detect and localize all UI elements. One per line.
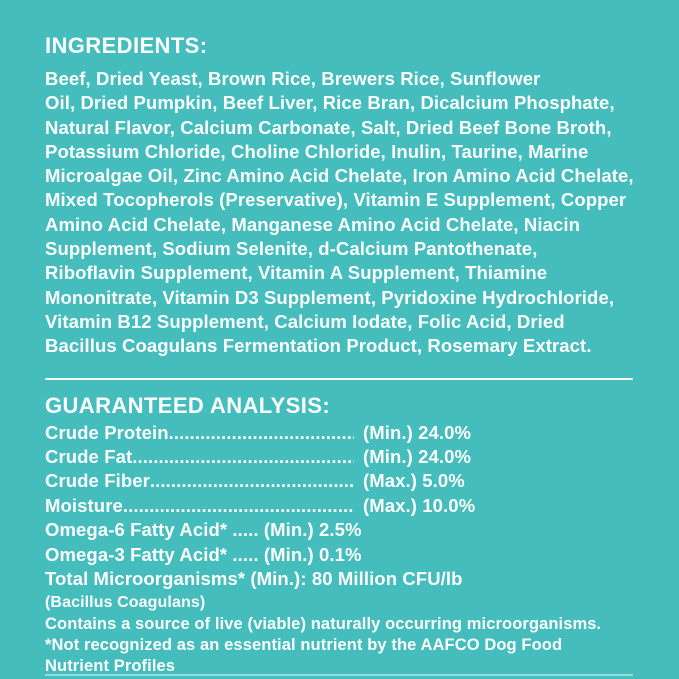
analysis-row-crude-fat: Crude Fat ..............................… xyxy=(45,445,635,469)
guaranteed-analysis-heading: GUARANTEED ANALYSIS: xyxy=(45,392,331,418)
analysis-row-left: Total Microorganisms* xyxy=(45,567,250,591)
live-microorganisms-note: Contains a source of live (viable) natur… xyxy=(45,614,602,633)
nutrient-value: (Max.) 10.0% xyxy=(363,494,476,516)
aafco-footnote: *Not recognized as an essential nutrient… xyxy=(45,636,563,676)
analysis-row-omega-6: Omega-6 Fatty Acid* ..... (Min.) 2.5% xyxy=(45,518,635,542)
dot-leader: ........................................… xyxy=(149,470,354,492)
analysis-row-left: Omega-3 Fatty Acid* ..... xyxy=(45,543,264,567)
ingredient-line: Mixed Tocopherols (Preservative), Vitami… xyxy=(45,189,627,211)
ingredients-text: Beef, Dried Yeast, Brown Rice, Brewers R… xyxy=(45,67,635,359)
bacillus-coagulans-note: (Bacillus Coagulans) xyxy=(45,594,206,612)
analysis-notes: (Bacillus Coagulans) Contains a source o… xyxy=(45,592,635,677)
nutrient-value: (Min.) 2.5% xyxy=(263,519,362,541)
ingredient-line: Amino Acid Chelate, Manganese Amino Acid… xyxy=(45,213,581,235)
analysis-row-left: Crude Protein ..........................… xyxy=(45,421,354,445)
analysis-row-crude-fiber: Crude Fiber ............................… xyxy=(45,469,635,493)
analysis-row-left: Crude Fiber ............................… xyxy=(45,469,354,493)
ingredient-line: Mononitrate, Vitamin D3 Supplement, Pyri… xyxy=(45,286,615,308)
nutrient-name: Moisture xyxy=(45,494,123,516)
ingredient-line: Vitamin B12 Supplement, Calcium Iodate, … xyxy=(45,310,565,332)
dot-leader: ..... xyxy=(227,543,264,565)
bottom-divider xyxy=(45,674,633,676)
nutrient-name: Crude Fat xyxy=(45,445,133,467)
label-content: INGREDIENTS: Beef, Dried Yeast, Brown Ri… xyxy=(45,33,635,678)
dot-leader: ........................................… xyxy=(168,421,354,443)
nutrient-value: (Min.): 80 Million CFU/lb xyxy=(250,568,463,589)
ingredients-heading: INGREDIENTS: xyxy=(45,33,208,58)
ingredient-line: Microalgae Oil, Zinc Amino Acid Chelate,… xyxy=(45,165,634,187)
dot-leader: ........................................… xyxy=(132,445,354,467)
dot-leader: ..... xyxy=(227,519,264,541)
analysis-row-total-microorganisms: Total Microorganisms* (Min.): 80 Million… xyxy=(45,567,635,591)
ingredient-line: Oil, Dried Pumpkin, Beef Liver, Rice Bra… xyxy=(45,92,615,114)
analysis-row-moisture: Moisture ...............................… xyxy=(45,494,635,518)
nutrient-value: (Min.) 24.0% xyxy=(363,421,472,443)
ingredient-line: Potassium Chloride, Choline Chloride, In… xyxy=(45,140,589,162)
analysis-row-omega-3: Omega-3 Fatty Acid* ..... (Min.) 0.1% xyxy=(45,543,635,567)
nutrient-name: Total Microorganisms* xyxy=(45,568,246,589)
section-divider xyxy=(45,377,633,380)
nutrient-name: Crude Protein xyxy=(45,421,169,443)
analysis-row-left: Crude Fat ..............................… xyxy=(45,445,354,469)
ingredient-line: Beef, Dried Yeast, Brown Rice, Brewers R… xyxy=(45,68,541,89)
analysis-row-left: Moisture ...............................… xyxy=(45,494,354,518)
ingredient-line: Riboflavin Supplement, Vitamin A Supplem… xyxy=(45,262,548,284)
nutrient-name: Omega-6 Fatty Acid* xyxy=(45,519,228,541)
ingredient-line: Bacillus Coagulans Fermentation Product,… xyxy=(45,335,592,357)
nutrient-name: Crude Fiber xyxy=(45,470,150,492)
ingredient-line: Supplement, Sodium Selenite, d-Calcium P… xyxy=(45,238,538,260)
nutrient-value: (Min.) 0.1% xyxy=(263,543,362,565)
dot-leader: ........................................… xyxy=(122,494,354,516)
nutrient-name: Omega-3 Fatty Acid* xyxy=(45,543,228,565)
analysis-row-crude-protein: Crude Protein ..........................… xyxy=(45,421,635,445)
ingredient-line: Natural Flavor, Calcium Carbonate, Salt,… xyxy=(45,116,612,138)
analysis-row-left: Omega-6 Fatty Acid* ..... xyxy=(45,518,264,542)
guaranteed-analysis-table: Crude Protein ..........................… xyxy=(45,421,635,592)
nutrient-value: (Max.) 5.0% xyxy=(363,470,465,492)
nutrient-value: (Min.) 24.0% xyxy=(363,445,472,467)
